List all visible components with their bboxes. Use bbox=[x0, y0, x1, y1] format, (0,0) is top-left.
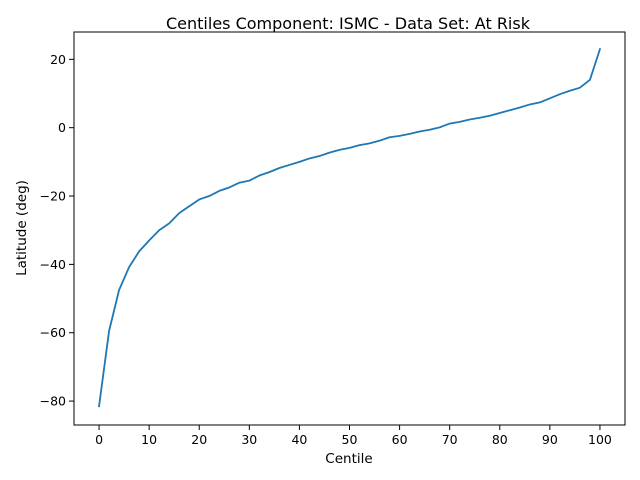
x-tick-label: 90 bbox=[542, 432, 558, 447]
x-axis-ticks: 0 10 20 30 40 50 60 70 80 90 100 bbox=[95, 425, 612, 447]
y-tick-label: 20 bbox=[50, 52, 66, 67]
y-tick-label: −40 bbox=[40, 257, 66, 272]
x-tick-label: 60 bbox=[392, 432, 408, 447]
y-tick-label: −60 bbox=[40, 325, 66, 340]
y-tick-label: −20 bbox=[40, 189, 66, 204]
x-tick-label: 100 bbox=[588, 432, 612, 447]
x-tick-label: 40 bbox=[291, 432, 307, 447]
y-axis-label: Latitude (deg) bbox=[14, 180, 30, 276]
plot-area bbox=[74, 32, 625, 425]
x-tick-label: 20 bbox=[191, 432, 207, 447]
x-tick-label: 0 bbox=[95, 432, 103, 447]
x-tick-label: 80 bbox=[492, 432, 508, 447]
x-tick-label: 30 bbox=[241, 432, 257, 447]
x-axis-label: Centile bbox=[325, 451, 372, 467]
chart-title: Centiles Component: ISMC - Data Set: At … bbox=[166, 14, 531, 33]
x-tick-label: 10 bbox=[141, 432, 157, 447]
x-tick-label: 70 bbox=[442, 432, 458, 447]
x-tick-label: 50 bbox=[342, 432, 358, 447]
y-tick-label: −80 bbox=[40, 394, 66, 409]
y-axis-ticks: −80 −60 −40 −20 0 20 bbox=[40, 52, 74, 409]
plot-frame bbox=[73, 31, 626, 426]
y-tick-label: 0 bbox=[58, 120, 66, 135]
series-points bbox=[99, 49, 600, 407]
